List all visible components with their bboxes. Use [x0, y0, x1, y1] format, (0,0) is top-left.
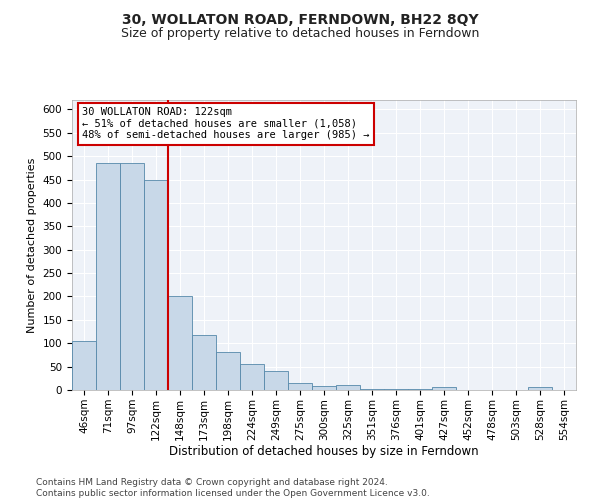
Bar	[168, 296, 192, 390]
Text: Size of property relative to detached houses in Ferndown: Size of property relative to detached ho…	[121, 28, 479, 40]
Text: Contains HM Land Registry data © Crown copyright and database right 2024.
Contai: Contains HM Land Registry data © Crown c…	[36, 478, 430, 498]
Bar	[144, 180, 168, 390]
Text: 30, WOLLATON ROAD, FERNDOWN, BH22 8QY: 30, WOLLATON ROAD, FERNDOWN, BH22 8QY	[122, 12, 478, 26]
X-axis label: Distribution of detached houses by size in Ferndown: Distribution of detached houses by size …	[169, 446, 479, 458]
Bar	[240, 364, 264, 390]
Bar	[336, 386, 360, 390]
Bar	[216, 352, 240, 390]
Bar	[120, 163, 144, 390]
Bar	[192, 335, 216, 390]
Bar	[288, 384, 312, 390]
Y-axis label: Number of detached properties: Number of detached properties	[27, 158, 37, 332]
Bar	[528, 387, 552, 390]
Bar	[72, 341, 96, 390]
Bar	[408, 389, 432, 390]
Bar	[264, 372, 288, 390]
Text: 30 WOLLATON ROAD: 122sqm
← 51% of detached houses are smaller (1,058)
48% of sem: 30 WOLLATON ROAD: 122sqm ← 51% of detach…	[82, 108, 370, 140]
Bar	[432, 387, 456, 390]
Bar	[96, 163, 120, 390]
Bar	[384, 389, 408, 390]
Bar	[360, 388, 384, 390]
Bar	[312, 386, 336, 390]
